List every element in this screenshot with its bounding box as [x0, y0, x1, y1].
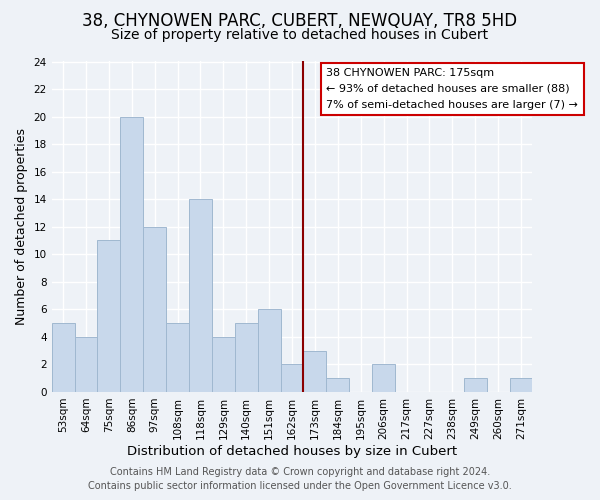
Text: 38 CHYNOWEN PARC: 175sqm
← 93% of detached houses are smaller (88)
7% of semi-de: 38 CHYNOWEN PARC: 175sqm ← 93% of detach… — [326, 68, 578, 110]
X-axis label: Distribution of detached houses by size in Cubert: Distribution of detached houses by size … — [127, 444, 457, 458]
Bar — [509, 378, 532, 392]
Bar — [235, 323, 257, 392]
Text: Contains HM Land Registry data © Crown copyright and database right 2024.
Contai: Contains HM Land Registry data © Crown c… — [88, 467, 512, 491]
Bar — [464, 378, 487, 392]
Text: 38, CHYNOWEN PARC, CUBERT, NEWQUAY, TR8 5HD: 38, CHYNOWEN PARC, CUBERT, NEWQUAY, TR8 … — [82, 12, 518, 30]
Bar — [74, 337, 97, 392]
Bar — [212, 337, 235, 392]
Y-axis label: Number of detached properties: Number of detached properties — [15, 128, 28, 325]
Bar — [281, 364, 304, 392]
Bar — [166, 323, 189, 392]
Bar — [372, 364, 395, 392]
Bar — [257, 310, 281, 392]
Bar — [189, 199, 212, 392]
Bar — [121, 116, 143, 392]
Text: Size of property relative to detached houses in Cubert: Size of property relative to detached ho… — [112, 28, 488, 42]
Bar — [326, 378, 349, 392]
Bar — [143, 226, 166, 392]
Bar — [52, 323, 74, 392]
Bar — [97, 240, 121, 392]
Bar — [304, 350, 326, 392]
